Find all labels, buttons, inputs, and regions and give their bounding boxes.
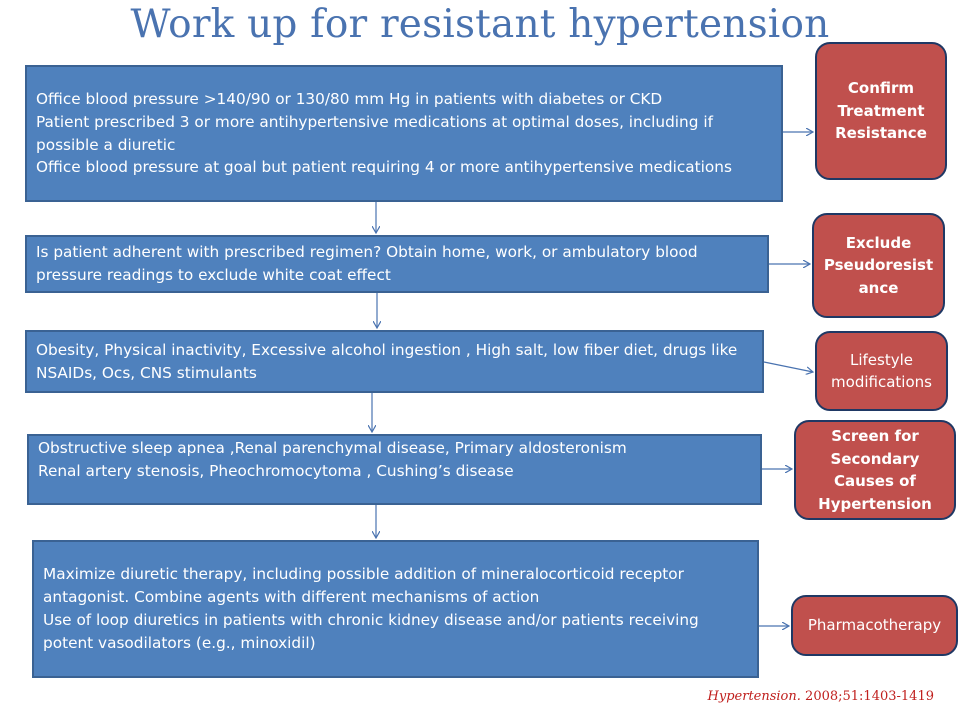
step-line: Use of loop diuretics in patients with c… (43, 611, 699, 652)
step-box-pharmacotherapy: Maximize diuretic therapy, including pos… (32, 540, 759, 678)
outcome-label: Confirm Treatment Resistance (835, 79, 927, 143)
outcome-label: Pharmacotherapy (807, 616, 942, 635)
step-line: Obesity, Physical inactivity, Excessive … (36, 340, 738, 382)
outcome-screen-secondary-causes: Screen for Secondary Causes of Hypertens… (794, 420, 956, 520)
citation-reference: 2008;51:1403-1419 (805, 689, 934, 704)
citation: Hypertension. 2008;51:1403-1419 (708, 689, 934, 704)
step-box-lifestyle-factors: Obesity, Physical inactivity, Excessive … (25, 330, 764, 393)
outcome-exclude-pseudoresistance: Exclude Pseudoresist ance (812, 213, 945, 318)
outcome-label: Lifestyle modifications (831, 350, 932, 392)
outcome-label: Screen for Secondary Causes of Hypertens… (818, 427, 932, 513)
step-line: Is patient adherent with prescribed regi… (36, 243, 698, 284)
step-line: Obstructive sleep apnea ,Renal parenchym… (38, 439, 627, 457)
citation-journal: Hypertension. (707, 689, 801, 704)
outcome-confirm-treatment-resistance: Confirm Treatment Resistance (815, 42, 947, 180)
outcome-pharmacotherapy: Pharmacotherapy (791, 595, 958, 656)
step-line: Office blood pressure at goal but patien… (36, 158, 732, 177)
step-box-adherence: Is patient adherent with prescribed regi… (25, 235, 769, 293)
outcome-lifestyle-modifications: Lifestyle modifications (815, 331, 948, 411)
step-line: Office blood pressure >140/90 or 130/80 … (36, 89, 663, 108)
arrow-to-lifestyle (763, 361, 813, 372)
page-title: Work up for resistant hypertension (130, 2, 830, 47)
step-box-secondary-causes: Obstructive sleep apnea ,Renal parenchym… (27, 434, 762, 505)
step-box-confirm-criteria: Office blood pressure >140/90 or 130/80 … (25, 65, 783, 202)
outcome-label: Exclude Pseudoresist ance (823, 233, 934, 297)
step-line: Maximize diuretic therapy, including pos… (43, 565, 684, 607)
step-line: Patient prescribed 3 or more antihyperte… (36, 112, 713, 154)
step-line: Renal artery stenosis, Pheochromocytoma … (38, 461, 514, 480)
